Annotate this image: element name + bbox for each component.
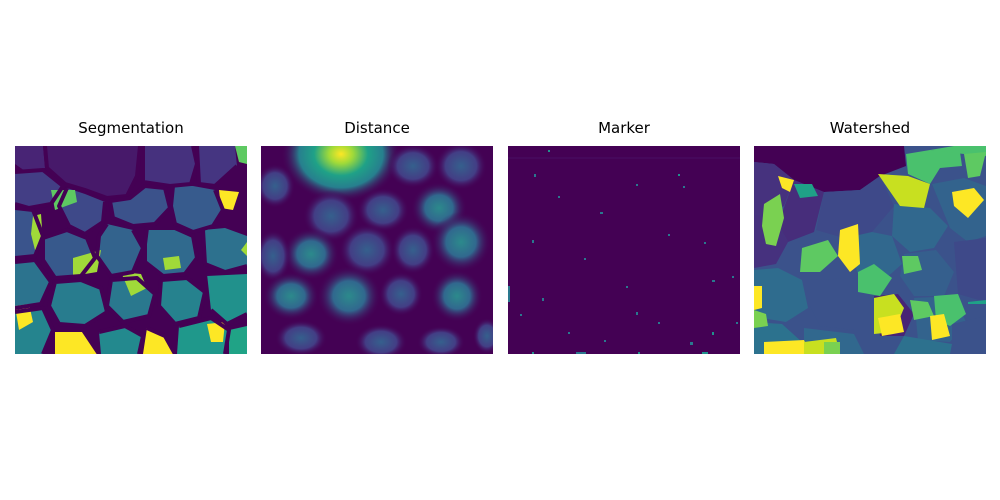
watershed-image	[754, 146, 986, 354]
marker-image	[508, 146, 740, 354]
watershed-title: Watershed	[829, 119, 911, 137]
distance-image	[261, 146, 493, 354]
distance-title: Distance	[344, 119, 410, 137]
segmentation-title: Segmentation	[78, 119, 184, 137]
segmentation-image	[15, 146, 247, 354]
marker-title: Marker	[598, 119, 650, 137]
